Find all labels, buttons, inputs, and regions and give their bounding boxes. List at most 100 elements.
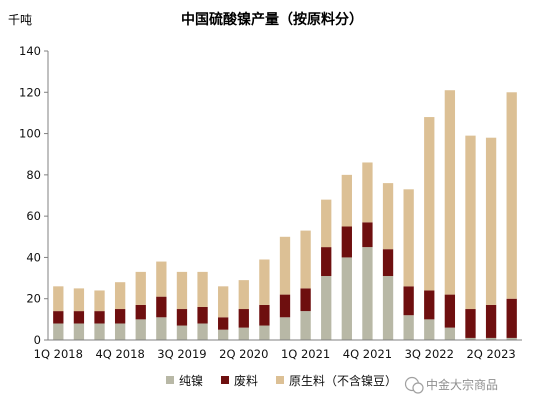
- y-tick-label: 100: [19, 127, 41, 141]
- bar-segment-2-5: [135, 304, 146, 320]
- bar-segment-3-20: [444, 90, 456, 295]
- bar-segment-1-23: [506, 337, 517, 340]
- bar-segment-1-16: [362, 247, 373, 340]
- x-tick-label: 2Q 2020: [219, 347, 268, 361]
- bar-segment-3-18: [403, 189, 414, 287]
- legend-swatch-3: [276, 376, 284, 384]
- bar-segment-2-4: [114, 309, 126, 324]
- y-tick-label: 140: [19, 44, 41, 58]
- y-tick-label: 80: [26, 168, 41, 182]
- bar-segment-1-11: [259, 325, 270, 340]
- bar-segment-3-9: [218, 286, 229, 318]
- bar-segment-1-8: [197, 323, 208, 340]
- bar-segment-2-1: [53, 311, 64, 324]
- x-tick-label: 3Q 2022: [405, 347, 454, 361]
- bar-segment-1-13: [300, 311, 311, 340]
- watermark: 中金大宗商品: [404, 376, 498, 394]
- bar-segment-3-3: [94, 290, 105, 312]
- x-tick-label: 1Q 2021: [281, 347, 330, 361]
- bar-segment-1-1: [53, 323, 64, 340]
- bar-segment-2-12: [279, 294, 291, 318]
- bar-segment-3-17: [382, 183, 394, 250]
- bar-segment-2-2: [73, 311, 85, 324]
- x-tick-label: 4Q 2018: [95, 347, 144, 361]
- bar-segment-1-10: [238, 327, 249, 340]
- legend: 纯镍 废料 原生料（不含镍豆）: [166, 373, 397, 388]
- y-tick-label: 20: [26, 292, 41, 306]
- bar-segment-2-21: [465, 309, 476, 338]
- x-tick-label: 3Q 2019: [157, 347, 206, 361]
- chart-title: 中国硫酸镍产量（按原料分）: [181, 11, 363, 28]
- bar-segment-2-17: [382, 249, 394, 277]
- x-tick-label: 4Q 2021: [343, 347, 392, 361]
- bar-segment-1-19: [424, 319, 435, 340]
- bar-segment-2-19: [424, 290, 435, 320]
- bar-segment-2-23: [506, 298, 517, 338]
- y-axis: 0 20 40 60 80 100 120 140: [19, 44, 49, 347]
- bar-segment-3-1: [53, 286, 64, 312]
- legend-swatch-1: [166, 376, 174, 384]
- bar-segment-2-3: [94, 311, 105, 324]
- bar-segment-1-9: [218, 329, 229, 340]
- legend-swatch-2: [221, 376, 229, 384]
- bar-segment-2-9: [218, 317, 229, 330]
- bar-segment-1-17: [382, 276, 394, 340]
- bar-segment-3-19: [424, 117, 435, 291]
- bar-segment-3-5: [135, 271, 146, 305]
- bar-segment-3-12: [279, 236, 291, 295]
- bar-segment-3-2: [73, 288, 85, 312]
- bar-segment-3-10: [238, 280, 249, 310]
- bar-segment-1-5: [135, 319, 146, 340]
- legend-label-1: 纯镍: [179, 374, 203, 388]
- bar-segment-2-10: [238, 309, 249, 328]
- bar-segment-1-20: [444, 327, 456, 340]
- bar-segment-3-13: [300, 230, 311, 289]
- bar-segment-2-22: [485, 304, 497, 338]
- legend-label-3: 原生料（不含镍豆）: [289, 373, 397, 388]
- bar-segment-1-12: [279, 317, 291, 340]
- bar-segment-1-21: [465, 337, 476, 340]
- bar-segment-2-7: [176, 309, 188, 326]
- wechat-icon-inner: [412, 382, 424, 394]
- bar-segment-2-20: [444, 294, 456, 328]
- bar-segment-2-11: [259, 304, 270, 326]
- bar-segment-2-6: [156, 296, 167, 318]
- bar-segment-2-18: [403, 286, 414, 316]
- bar-segment-2-15: [341, 226, 352, 258]
- bars: [53, 90, 517, 340]
- bar-segment-1-22: [485, 337, 497, 340]
- bar-segment-1-14: [321, 276, 332, 340]
- bar-segment-3-8: [197, 271, 208, 307]
- bar-segment-3-21: [465, 135, 476, 310]
- bar-segment-2-8: [197, 306, 208, 324]
- y-tick-label: 120: [19, 85, 41, 99]
- y-tick-label: 0: [34, 333, 41, 347]
- bar-segment-2-13: [300, 288, 311, 312]
- x-tick-label: 1Q 2018: [34, 347, 83, 361]
- bar-segment-1-4: [114, 323, 126, 340]
- y-unit-label: 千吨: [8, 13, 32, 27]
- bar-segment-2-14: [321, 247, 332, 277]
- bar-segment-1-2: [73, 323, 85, 340]
- bar-segment-1-7: [176, 325, 188, 340]
- bar-segment-3-4: [114, 282, 126, 310]
- bar-segment-3-16: [362, 162, 373, 223]
- bar-segment-1-3: [94, 323, 105, 340]
- bar-segment-3-22: [485, 137, 497, 305]
- bar-segment-3-11: [259, 259, 270, 305]
- y-tick-label: 60: [26, 209, 41, 223]
- watermark-text: 中金大宗商品: [426, 377, 498, 392]
- bar-segment-1-15: [341, 257, 352, 340]
- y-tick-label: 40: [26, 250, 41, 264]
- bar-segment-3-15: [341, 174, 352, 227]
- x-tick-label: 2Q 2023: [466, 347, 515, 361]
- bar-segment-1-18: [403, 315, 414, 340]
- bar-segment-3-14: [321, 199, 332, 248]
- x-axis-ticks: 1Q 2018 4Q 2018 3Q 2019 2Q 2020 1Q 2021 4Q 20…: [34, 347, 516, 361]
- bar-segment-2-16: [362, 222, 373, 248]
- bar-segment-3-7: [176, 271, 188, 310]
- bar-segment-3-23: [506, 92, 517, 299]
- bar-segment-1-6: [156, 317, 167, 340]
- legend-label-2: 废料: [234, 373, 258, 388]
